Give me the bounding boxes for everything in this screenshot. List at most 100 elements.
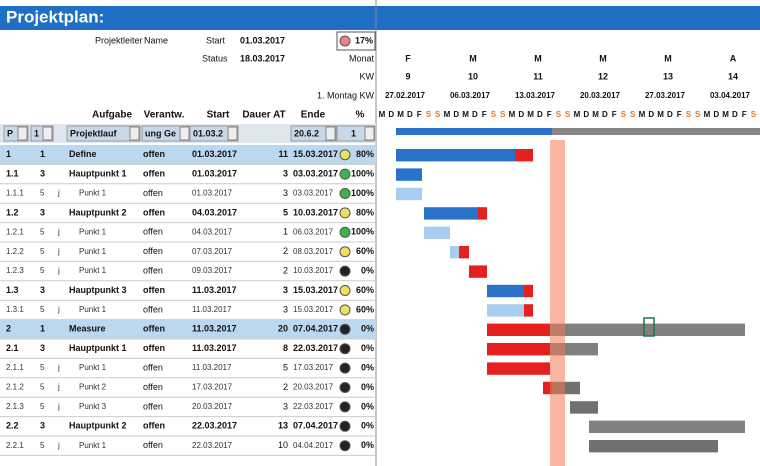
row-days: 2 — [283, 382, 288, 392]
title-bar — [0, 6, 760, 30]
weekday: M — [657, 110, 664, 119]
row-start: 11.03.2017 — [192, 343, 237, 353]
row-start: 01.03.2017 — [192, 149, 237, 159]
week: 10 — [468, 71, 478, 81]
filter-button[interactable] — [227, 126, 238, 141]
month: F — [405, 53, 411, 63]
row-nr: 1.2 — [6, 207, 19, 217]
start-label: Start — [206, 35, 226, 45]
gantt-bar — [524, 284, 533, 298]
row-level: 3 — [40, 343, 45, 353]
row-end: 03.03.2017 — [293, 189, 334, 198]
week: 11 — [533, 71, 543, 81]
filter-button[interactable] — [364, 126, 375, 141]
filter-button[interactable] — [325, 126, 336, 141]
row-end: 10.03.2017 — [293, 207, 338, 217]
row-end: 20.03.2017 — [293, 383, 334, 392]
gantt-bar — [469, 265, 487, 278]
gantt-bar — [550, 323, 745, 336]
row-owner: offen — [143, 188, 163, 198]
row-start: 01.03.2017 — [192, 168, 237, 178]
filter-button[interactable] — [42, 126, 53, 141]
row-mark: j — [57, 363, 60, 372]
row-days: 3 — [283, 168, 288, 178]
weekday: F — [677, 110, 682, 119]
row-pct: 0% — [361, 440, 374, 450]
row-mark: j — [57, 402, 60, 411]
row-level: 5 — [40, 383, 45, 392]
row-owner: offen — [143, 285, 165, 295]
row-mark: j — [57, 266, 60, 275]
row-nr: 2.2.1 — [6, 441, 24, 450]
week: 12 — [598, 71, 608, 81]
month: M — [534, 53, 542, 63]
row-start: 22.03.2017 — [192, 421, 237, 431]
column-header: Dauer AT — [242, 110, 285, 121]
row-end: 17.03.2017 — [293, 363, 334, 372]
status-light — [339, 226, 351, 238]
filter-button[interactable] — [17, 126, 28, 141]
column-header: Aufgabe — [92, 110, 132, 121]
row-start: 07.03.2017 — [192, 247, 233, 256]
row-days: 5 — [283, 362, 288, 372]
row-start: 01.03.2017 — [192, 189, 233, 198]
filter-button[interactable] — [129, 126, 140, 141]
row-task: Hauptpunkt 3 — [69, 285, 127, 295]
status-label: Status — [202, 53, 228, 63]
gantt-bar — [459, 246, 469, 259]
row-nr: 1.3 — [6, 285, 19, 295]
row-level: 5 — [40, 247, 45, 256]
row-end: 07.04.2017 — [293, 324, 338, 334]
row-level: 5 — [40, 402, 45, 411]
month-label: Monat — [349, 53, 375, 63]
row-level: 3 — [40, 285, 45, 295]
row-start: 11.03.2017 — [192, 285, 237, 295]
row-task: Punkt 3 — [79, 402, 107, 411]
row-end: 07.04.2017 — [293, 421, 338, 431]
row-days: 8 — [283, 343, 288, 353]
weekday: M — [462, 110, 469, 119]
row-nr: 1 — [6, 149, 11, 159]
row-task: Punkt 2 — [79, 383, 107, 392]
filter-value: 1 — [34, 128, 39, 138]
week: 14 — [728, 71, 738, 81]
row-end: 10.03.2017 — [293, 266, 334, 275]
weekday: M — [397, 110, 404, 119]
row-end: 15.03.2017 — [293, 305, 334, 314]
row-task: Measure — [69, 324, 106, 334]
status-light — [339, 265, 351, 277]
filter-value: 1 — [351, 128, 356, 138]
row-start: 11.03.2017 — [192, 305, 232, 314]
filter-cell — [66, 125, 141, 142]
title: Projektplan: — [6, 7, 104, 26]
weekday: S — [491, 110, 497, 119]
row-owner: offen — [143, 168, 165, 178]
today-column — [550, 140, 565, 466]
row-start: 04.03.2017 — [192, 227, 233, 236]
weekday: S — [565, 110, 571, 119]
weekday: M — [704, 110, 711, 119]
row-task: Punkt 1 — [79, 305, 107, 314]
column-header: Start — [207, 110, 230, 121]
monday: 13.03.2017 — [515, 91, 556, 100]
month: M — [664, 53, 672, 63]
filter-button[interactable] — [179, 126, 190, 141]
weekday: M — [379, 110, 386, 119]
row-nr: 2.1.2 — [6, 383, 24, 392]
row-level: 5 — [40, 266, 45, 275]
row-owner: offen — [143, 149, 165, 159]
weekday: D — [648, 110, 654, 119]
gantt-bar — [396, 168, 422, 181]
cell-cursor — [643, 317, 655, 337]
row-task: Hauptpunkt 1 — [69, 168, 127, 178]
gantt-bar — [589, 420, 745, 433]
row-nr: 1.2.2 — [6, 247, 24, 256]
row-end: 15.03.2017 — [293, 285, 338, 295]
row-nr: 1.1 — [6, 168, 19, 178]
gantt-bar — [524, 304, 533, 317]
row-days: 2 — [283, 246, 288, 256]
row-mark: j — [57, 189, 60, 198]
row-start: 22.03.2017 — [192, 441, 233, 450]
monday: 20.03.2017 — [580, 91, 621, 100]
